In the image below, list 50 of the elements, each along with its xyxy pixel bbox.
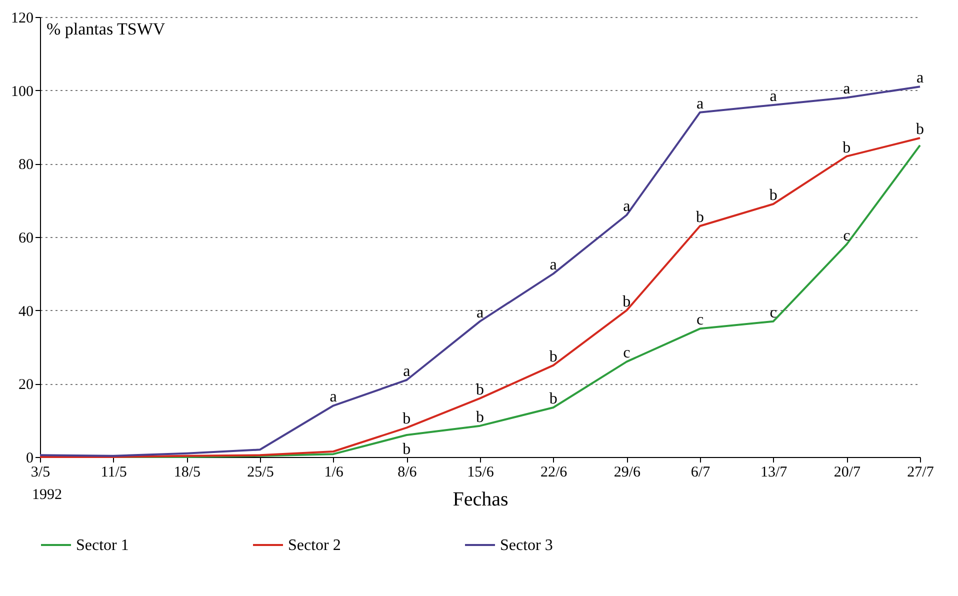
y-tick-label: 100 [11, 84, 34, 100]
annotation: b [916, 121, 924, 138]
annotation: a [843, 80, 850, 98]
annotation: b [476, 408, 484, 426]
x-axis-title: Fechas [452, 488, 508, 510]
y-tick-label: 0 [26, 450, 34, 466]
annotation: b [476, 381, 484, 398]
annotation: c [843, 227, 850, 244]
annotation: b [402, 441, 411, 458]
x-tick-label: 11/5 [100, 464, 127, 480]
annotation: b [769, 187, 778, 204]
annotation: b [696, 209, 704, 226]
y-tick-label: 80 [18, 157, 34, 174]
x-tick-label: 6/7 [690, 464, 711, 480]
legend-label: Sector 3 [500, 537, 553, 554]
annotation: c [696, 312, 704, 329]
annotation: a [696, 95, 704, 112]
x-tick-label: 8/6 [398, 464, 418, 480]
annotation: a [403, 363, 410, 380]
x-tick-label: 15/6 [467, 464, 494, 480]
annotation: b [549, 348, 558, 366]
y-tick-label: 60 [18, 230, 34, 246]
annotation: b [549, 390, 558, 408]
x-tick-label: 25/5 [247, 464, 274, 480]
y-axis-title: % plantas TSWV [46, 20, 166, 38]
annotation: a [916, 70, 924, 87]
annotation: a [330, 388, 337, 406]
x-tick-label: 1/6 [324, 464, 344, 480]
x-tick-label: 29/6 [614, 464, 641, 480]
annotation: a [550, 256, 557, 274]
legend-label: Sector 2 [288, 537, 341, 554]
annotation: c [770, 304, 777, 322]
annotation: b [622, 293, 631, 310]
x-tick-label: 22/6 [540, 464, 568, 480]
x-tick-label: 13/7 [760, 464, 788, 480]
annotation: a [476, 304, 484, 322]
annotation: a [770, 88, 777, 105]
x-tick-label: 27/7 [907, 464, 934, 480]
x-tick-label: 20/7 [834, 464, 861, 480]
annotation: a [623, 198, 630, 215]
y-tick-label: 40 [18, 304, 34, 320]
annotation: c [623, 344, 630, 362]
y-tick-label: 20 [18, 377, 34, 394]
legend-label: Sector 1 [76, 537, 129, 554]
annotation: b [402, 410, 411, 428]
x-tick-label: 18/5 [174, 464, 201, 480]
text: 1992 [32, 487, 62, 503]
x-tick-label: 3/5 [30, 464, 50, 480]
annotation: b [842, 139, 851, 156]
y-tick-label: 120 [11, 10, 34, 26]
